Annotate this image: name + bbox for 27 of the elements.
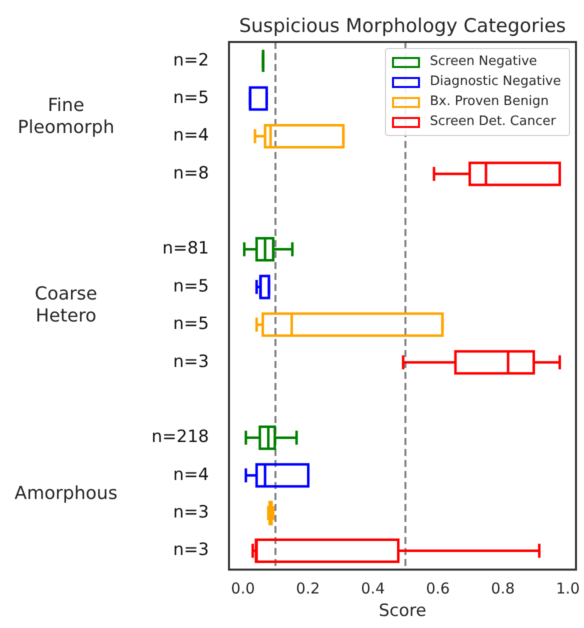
y-tick-label: n=218 bbox=[152, 427, 209, 448]
text: Fine Pleomorph bbox=[18, 95, 114, 138]
text: Amorphous bbox=[14, 482, 118, 504]
y-tick-label: n=3 bbox=[173, 352, 209, 372]
x-tick-label: 0.8 bbox=[490, 579, 515, 598]
x-axis-title: Score bbox=[378, 601, 426, 622]
y-tick-label: n=81 bbox=[162, 238, 209, 259]
y-tick-label: n=5 bbox=[173, 276, 209, 296]
y-tick-label: n=4 bbox=[173, 464, 209, 485]
x-tick-label: 1.0 bbox=[556, 579, 580, 598]
y-tick-label: n=3 bbox=[173, 502, 209, 522]
x-tick-label: 0.0 bbox=[231, 579, 255, 598]
y-tick-label: n=5 bbox=[173, 314, 209, 334]
y-tick-label: n=8 bbox=[173, 163, 209, 184]
chart-title: Suspicious Morphology Categories bbox=[239, 15, 566, 37]
legend-label: Screen Det. Cancer bbox=[430, 113, 556, 131]
legend-label: Screen Negative bbox=[430, 53, 538, 71]
x-tick-label: 0.2 bbox=[296, 579, 320, 598]
x-tick-label: 0.4 bbox=[361, 579, 385, 598]
legend-label: Diagnostic Negative bbox=[430, 73, 561, 91]
y-tick-label: n=2 bbox=[173, 50, 209, 70]
text: Coarse Hetero bbox=[34, 283, 98, 326]
y-tick-label: n=4 bbox=[173, 126, 209, 146]
x-tick-label: 0.6 bbox=[426, 579, 450, 598]
y-tick-label: n=5 bbox=[173, 88, 209, 108]
legend-label: Bx. Proven Benign bbox=[430, 93, 549, 111]
y-tick-label: n=3 bbox=[173, 540, 209, 560]
